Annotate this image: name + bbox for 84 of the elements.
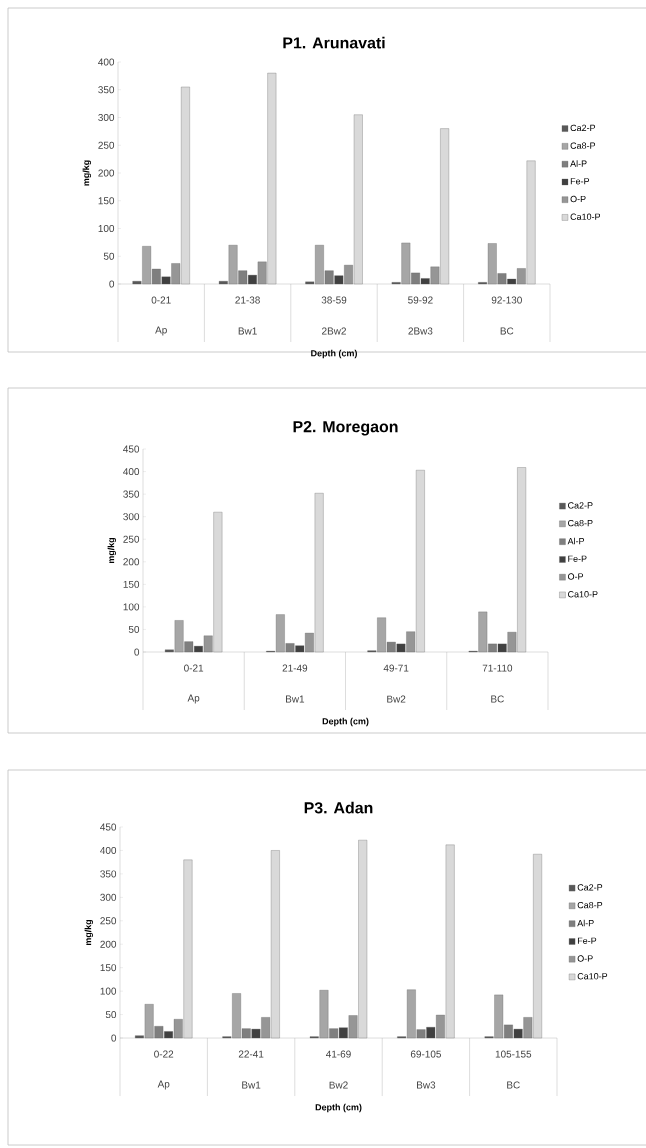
legend-label: Ca2-P	[577, 884, 603, 891]
y-tick-label: 150	[123, 580, 140, 588]
text: Bw2	[387, 695, 406, 703]
y-tick-label: 50	[128, 625, 140, 633]
y-tick-label: 350	[123, 490, 140, 498]
chart-title: P2. Moregaon	[293, 421, 398, 436]
legend-label: Al-P	[567, 537, 585, 545]
legend-label: Fe-P	[570, 178, 590, 185]
x-axis-title: Depth (cm)	[311, 349, 357, 359]
x-tick-label: 21-38	[235, 296, 260, 304]
y-tick-label: 50	[103, 252, 115, 260]
y-tick-label: 250	[98, 141, 115, 149]
text: Bw2	[329, 1081, 348, 1089]
x-tick-label: 41-69	[326, 1050, 351, 1058]
y-tick-label: 450	[100, 823, 117, 831]
y-axis-title: mg/kg	[84, 919, 94, 946]
y-tick-label: 350	[100, 870, 117, 878]
y-axis-title: mg/kg	[107, 537, 117, 564]
text: BC	[491, 695, 504, 703]
y-tick-label: 400	[100, 846, 117, 854]
x-tick-label: 0-21	[184, 664, 204, 672]
x-axis-title: Depth (cm)	[315, 1103, 362, 1113]
y-tick-label: 250	[100, 917, 117, 925]
y-tick-label: 400	[123, 468, 140, 476]
text: Ap	[187, 694, 200, 704]
legend-label: Ca10-P	[568, 591, 598, 598]
x-axis-title: Depth (cm)	[322, 717, 369, 727]
x-tick-label: 22-41	[238, 1050, 264, 1058]
y-tick-label: 150	[98, 197, 115, 205]
y-axis-title: mg/kg	[82, 160, 92, 186]
legend-label: Fe-P	[577, 937, 597, 944]
y-tick-label: 150	[100, 964, 117, 972]
y-tick-label: 250	[123, 535, 140, 543]
x-tick-label: 92-130	[491, 296, 522, 304]
x-tick-label: 105-155	[495, 1050, 532, 1058]
y-tick-label: 100	[98, 224, 115, 233]
legend-label: Al-P	[570, 160, 587, 167]
y-tick-label: 400	[98, 58, 115, 66]
y-tick-label: 0	[109, 280, 115, 288]
legend-label: O-P	[570, 195, 586, 203]
y-tick-label: 300	[100, 893, 117, 901]
y-tick-label: 300	[123, 513, 140, 521]
text: Ap	[157, 1080, 170, 1090]
x-tick-label: 49-71	[383, 664, 409, 672]
x-tick-label: 38-59	[321, 296, 347, 304]
x-tick-label: 69-105	[410, 1050, 441, 1058]
text: 2Bw2	[322, 327, 346, 335]
legend-label: Ca8-P	[568, 519, 593, 527]
text: Ap	[155, 326, 167, 336]
y-tick-label: 0	[134, 648, 140, 656]
x-tick-label: 21-49	[282, 664, 308, 672]
y-tick-label: 0	[111, 1034, 117, 1042]
text: Bw1	[286, 695, 305, 703]
legend-label: Al-P	[577, 919, 594, 927]
legend-label: Ca2-P	[570, 124, 596, 132]
chart-title: P3. Adan	[304, 801, 373, 814]
y-tick-label: 100	[123, 603, 140, 611]
text: BC	[507, 1081, 520, 1089]
legend-label: Ca2-P	[568, 502, 593, 509]
y-tick-label: 350	[98, 86, 115, 94]
x-tick-label: 59-92	[408, 296, 433, 304]
y-tick-label: 100	[100, 987, 117, 995]
text: Bw3	[417, 1081, 436, 1089]
y-tick-label: 200	[100, 940, 117, 948]
x-tick-label: 0-21	[151, 296, 171, 304]
y-tick-label: 200	[98, 169, 115, 177]
x-tick-label: 0-22	[154, 1050, 174, 1058]
y-tick-label: 200	[123, 558, 140, 566]
y-tick-label: 450	[123, 445, 140, 453]
text: Bw1	[238, 327, 257, 335]
legend-label: Ca10-P	[570, 213, 601, 220]
legend-label: Ca10-P	[577, 973, 608, 980]
text: Bw1	[242, 1081, 261, 1089]
legend-label: O-P	[568, 573, 584, 580]
x-tick-label: 71-110	[482, 664, 513, 672]
text: 2Bw3	[408, 327, 433, 335]
y-tick-label: 50	[105, 1011, 117, 1019]
chart-title: P1. Arunavati	[283, 36, 385, 49]
y-tick-label: 300	[98, 113, 115, 122]
legend-label: Ca8-P	[577, 901, 603, 909]
legend-label: Fe-P	[568, 555, 587, 562]
legend-label: O-P	[577, 955, 593, 962]
text: BC	[500, 327, 514, 335]
legend-label: Ca8-P	[570, 142, 596, 149]
